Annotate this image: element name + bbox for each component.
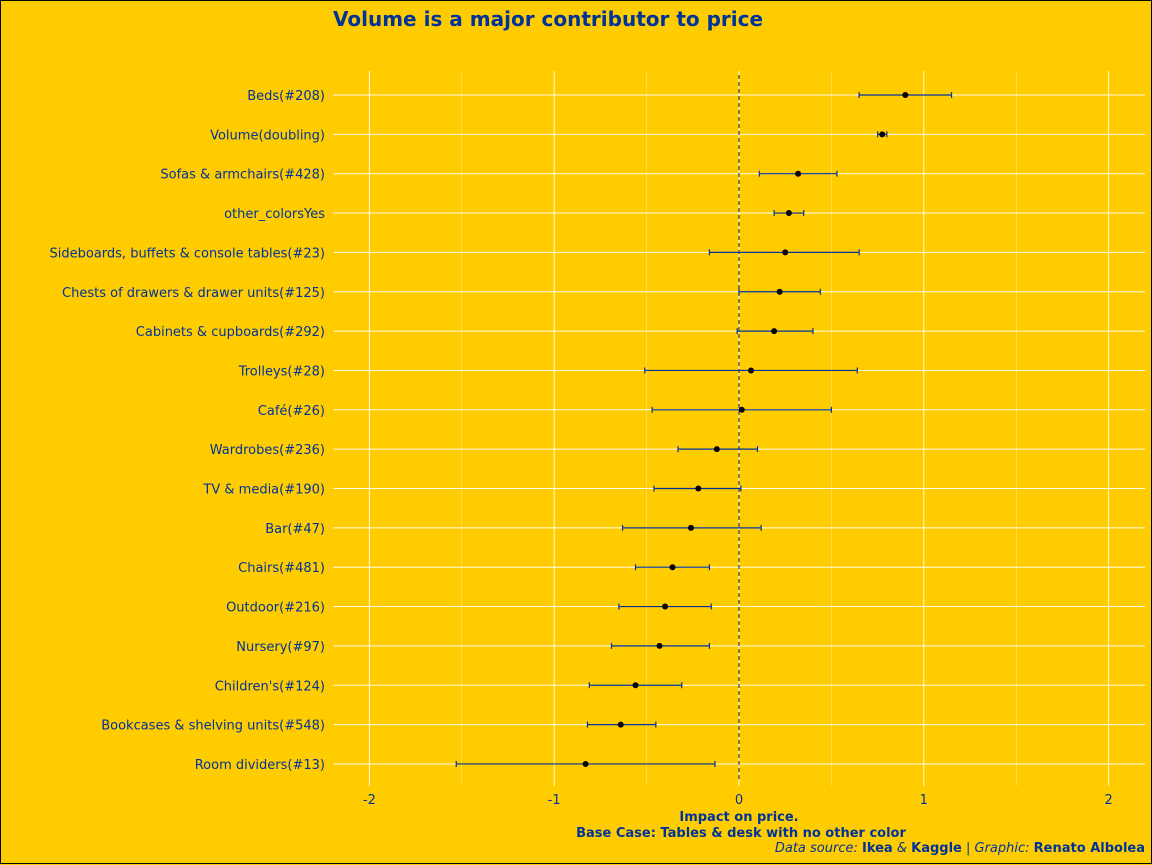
estimate-point [617,721,624,728]
estimate-point [776,288,783,295]
category-label: Children's(#124) [215,679,325,694]
estimate-point [748,367,755,374]
estimate-point [738,406,745,413]
category-label: Beds(#208) [247,89,325,104]
estimate-point [902,92,909,98]
category-label: Chairs(#481) [238,561,325,576]
error-bars-layer [455,92,953,767]
estimate-point [771,328,778,335]
category-label: Chests of drawers & drawer units(#125) [62,286,325,301]
category-label: Bookcases & shelving units(#548) [101,719,325,734]
estimate-point [879,131,886,138]
chart-title: Volume is a major contributor to price [333,7,763,31]
category-label: Outdoor(#216) [226,601,325,616]
category-label: Sofas & armchairs(#428) [160,168,325,183]
category-label: Volume(doubling) [210,128,325,143]
x-axis-label-line-1: Impact on price. [679,810,798,825]
estimate-point [687,524,694,531]
caption: Data source: Ikea & Kaggle | Graphic: Re… [775,841,1145,856]
caption-source-kaggle: Kaggle [911,841,962,856]
estimate-point [785,210,792,217]
caption-source-ikea: Ikea [862,841,893,856]
estimate-point [632,682,639,689]
x-axis-label-line-2: Base Case: Tables & desk with no other c… [576,826,906,841]
category-label: TV & media(#190) [202,483,325,498]
estimate-point [669,564,676,571]
category-label: Sideboards, buffets & console tables(#23… [50,246,326,261]
category-label: Bar(#47) [265,522,325,537]
category-label: Café(#26) [258,404,325,419]
estimate-point [782,249,789,256]
estimate-point [795,170,802,177]
caption-author: Renato Albolea [1034,841,1145,856]
caption-source-join: & [893,841,911,856]
estimate-point [656,642,663,649]
estimate-point [695,485,702,492]
x-tick-labels-layer: -2 -1 0 1 2 [363,793,1113,808]
caption-separator: | [962,841,975,856]
x-tick-label: -1 [548,793,561,808]
caption-source-prefix: Data source: [775,841,862,856]
category-labels-layer: Beds(#208) Volume(doubling) Sofas & armcha… [50,89,326,773]
x-tick-label: 0 [735,793,743,808]
estimate-point [662,603,669,610]
x-tick-label: -2 [363,793,376,808]
category-label: other_colorsYes [224,207,325,222]
x-tick-label: 1 [920,793,928,808]
category-label: Wardrobes(#236) [210,443,325,458]
estimate-point [713,446,720,453]
category-label: Nursery(#97) [236,640,325,655]
caption-graphic-prefix: Graphic: [975,841,1034,856]
x-tick-label: 2 [1104,793,1112,808]
category-label: Cabinets & cupboards(#292) [136,325,325,340]
category-label: Room dividers(#13) [195,758,325,773]
category-label: Trolleys(#28) [238,364,325,379]
estimate-points-layer [582,92,909,767]
estimate-point [582,760,589,767]
